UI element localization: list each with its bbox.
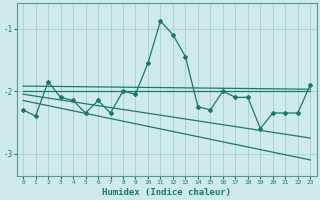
X-axis label: Humidex (Indice chaleur): Humidex (Indice chaleur) (102, 188, 231, 197)
